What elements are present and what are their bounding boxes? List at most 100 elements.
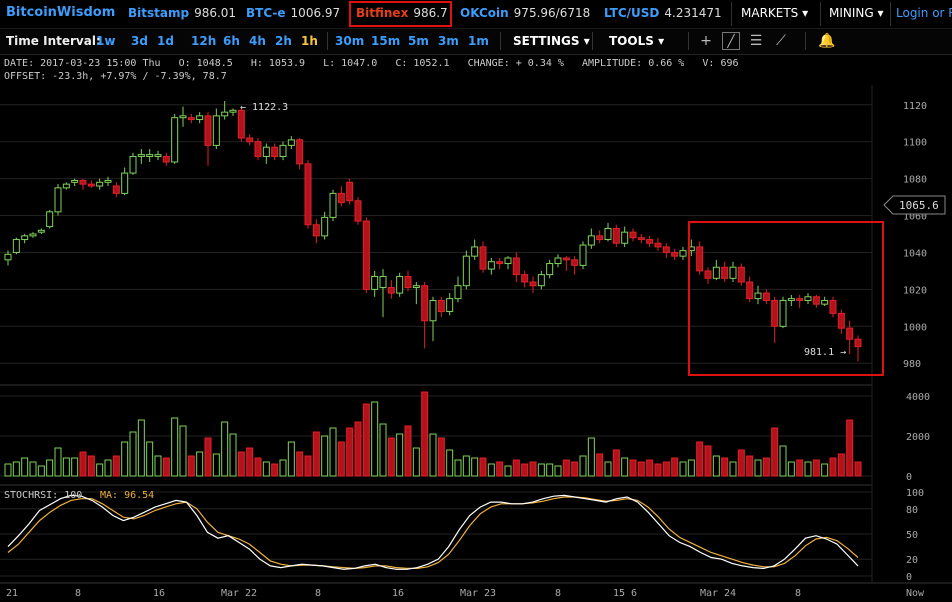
settings-menu[interactable]: SETTINGS ▾ xyxy=(513,29,590,53)
volume-bar xyxy=(612,449,620,477)
crosshair-icon[interactable]: + xyxy=(700,33,712,49)
candle-body xyxy=(371,275,379,290)
candle-body xyxy=(487,261,495,270)
candle-body xyxy=(454,285,462,300)
candle-body xyxy=(346,181,354,202)
interval-1w[interactable]: 1w xyxy=(96,34,116,48)
candle-body xyxy=(279,144,287,157)
interval-5m[interactable]: 5m xyxy=(408,34,429,48)
volume-bar xyxy=(129,431,137,477)
candle-body xyxy=(529,281,537,287)
trendline-icon[interactable]: ╱ xyxy=(722,32,740,50)
horizontal-lines-icon[interactable]: ☰ xyxy=(749,33,763,49)
volume-bar xyxy=(46,459,54,477)
candle-body xyxy=(821,299,829,305)
ticker-price: 975.96/6718 xyxy=(513,6,591,20)
volume-bar xyxy=(146,441,154,477)
volume-bar xyxy=(487,463,495,477)
candle-body xyxy=(846,327,854,340)
fib-fan-icon[interactable]: ⟋ xyxy=(776,33,786,49)
interval-30m[interactable]: 30m xyxy=(335,34,365,48)
volume-bar xyxy=(437,437,445,477)
volume-bar xyxy=(462,455,470,477)
interval-1h[interactable]: 1h xyxy=(301,34,318,48)
interval-4h[interactable]: 4h xyxy=(249,34,266,48)
interval-15m[interactable]: 15m xyxy=(371,34,401,48)
stoch-tick-label: 80 xyxy=(906,505,918,516)
candle-body xyxy=(429,299,437,322)
volume-bar xyxy=(587,437,595,477)
volume-bar xyxy=(637,461,645,477)
ticker-name: Bitfinex xyxy=(356,6,409,20)
volume-tick-label: 4000 xyxy=(906,392,930,403)
volume-bar xyxy=(271,463,279,477)
candle-body xyxy=(504,257,512,265)
current-price-marker xyxy=(883,195,946,215)
interval-1d[interactable]: 1d xyxy=(157,34,174,48)
volume-bar xyxy=(162,457,170,477)
interval-3m[interactable]: 3m xyxy=(438,34,459,48)
time-tick-label: 16 xyxy=(392,588,404,599)
price-tick-label: 1000 xyxy=(903,322,927,333)
mining-label: MINING xyxy=(829,6,874,20)
volume-bar xyxy=(254,457,262,477)
volume-bar xyxy=(504,465,512,477)
ticker-ltcusd[interactable]: LTC/USD 4.231471 xyxy=(604,0,722,28)
mining-menu[interactable]: MINING ▾ xyxy=(829,0,884,28)
ticker-okcoin[interactable]: OKCoin 975.96/6718 xyxy=(460,0,590,28)
candle-body xyxy=(21,235,29,241)
volume-bar xyxy=(112,455,120,477)
candle-body xyxy=(837,312,845,329)
volume-bar xyxy=(829,457,837,477)
candle-body xyxy=(754,292,762,300)
price-tick-label: 1100 xyxy=(903,138,927,149)
volume-bar xyxy=(537,463,545,477)
interval-1m[interactable]: 1m xyxy=(468,34,489,48)
candle-body xyxy=(771,299,779,327)
candle-body xyxy=(104,179,112,183)
divider xyxy=(688,32,689,50)
ticker-btce[interactable]: BTC-e 1006.97 xyxy=(246,0,340,28)
volume-bar xyxy=(562,459,570,477)
interval-12h[interactable]: 12h xyxy=(191,34,217,48)
volume-tick-label: 2000 xyxy=(906,432,930,443)
stoch-tick-label: 50 xyxy=(906,530,918,541)
login-link[interactable]: Login or R xyxy=(896,6,952,20)
interval-6h[interactable]: 6h xyxy=(223,34,240,48)
volume-bar xyxy=(787,461,795,477)
volume-bar xyxy=(212,453,220,477)
candle-body xyxy=(254,141,262,157)
tools-menu[interactable]: TOOLS ▾ xyxy=(609,29,664,53)
volume-bar xyxy=(204,437,212,477)
volume-bar xyxy=(321,435,329,477)
chart-toolbar: Time Interval: 1w 3d 1d 12h 6h 4h 2h 1h … xyxy=(0,29,952,55)
volume-bar xyxy=(621,457,629,477)
volume-bar xyxy=(854,461,862,477)
candle-body xyxy=(762,292,770,301)
candle-body xyxy=(379,275,387,289)
site-logo[interactable]: BitcoinWisdom xyxy=(6,5,116,20)
time-tick-label: 8 xyxy=(75,588,81,599)
ticker-bitfinex[interactable]: Bitfinex 986.7 xyxy=(356,0,448,28)
interval-3d[interactable]: 3d xyxy=(131,34,148,48)
candle-body xyxy=(746,281,754,300)
candle-body xyxy=(329,192,337,218)
volume-bar xyxy=(496,461,504,477)
candle-body xyxy=(179,115,187,119)
time-tick-label: 16 xyxy=(153,588,165,599)
ticker-bitstamp[interactable]: Bitstamp 986.01 xyxy=(128,0,236,28)
stochrsi-lines xyxy=(7,494,859,570)
candle-body xyxy=(4,253,12,261)
candle-body xyxy=(521,274,529,283)
candle-body xyxy=(387,287,395,294)
time-interval-label: Time Interval: xyxy=(6,34,101,48)
candle-body xyxy=(446,298,454,313)
volume-bar xyxy=(154,455,162,477)
interval-2h[interactable]: 2h xyxy=(275,34,292,48)
price-tick-label: 1020 xyxy=(903,285,927,296)
candle-body xyxy=(121,172,129,194)
markets-menu[interactable]: MARKETS ▾ xyxy=(741,0,808,28)
volume-bar xyxy=(287,441,295,477)
bell-icon[interactable]: 🔔 xyxy=(818,33,836,49)
